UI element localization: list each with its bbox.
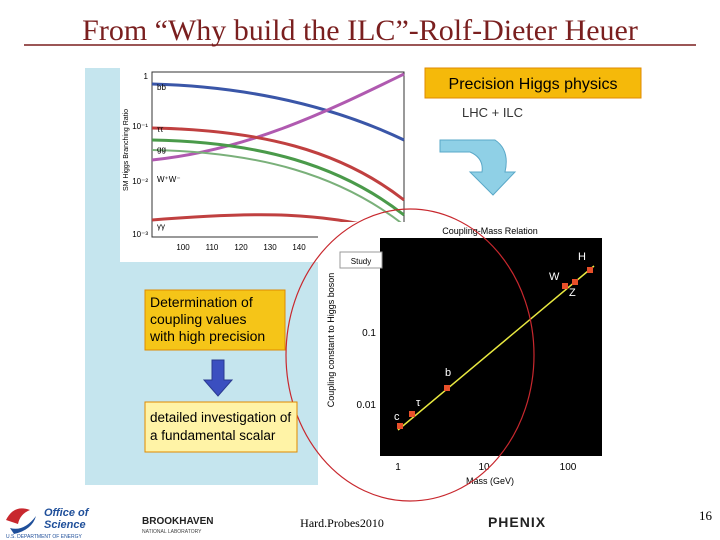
- channel-label: W⁺W⁻: [157, 175, 181, 184]
- plot-frame: [151, 71, 405, 238]
- particle-marker: [572, 279, 578, 285]
- y-tick-label: 0.01: [357, 400, 377, 411]
- branching-ratio-plot: SM Higgs Branching Ratio 1 10⁻¹ 10⁻² 10⁻³ 1…: [120, 68, 412, 262]
- x-tick-label: 10: [478, 462, 490, 473]
- fit-line: [397, 265, 595, 431]
- slide-title: From “Why build the ILC”-Rolf-Dieter Heu…: [82, 14, 638, 47]
- machines-text: LHC + ILC: [462, 105, 523, 120]
- curve: [151, 82, 405, 142]
- study-box: [339, 251, 383, 269]
- curved-arrow: [439, 139, 517, 196]
- channel-label: bb: [157, 83, 166, 92]
- particle-marker: [587, 267, 593, 273]
- lab-text: BROOKHAVEN: [142, 516, 213, 527]
- callout-text: Precision Higgs physics: [449, 76, 618, 93]
- callout-box: [144, 401, 298, 453]
- callout-text: coupling values: [150, 311, 247, 327]
- callout-text: detailed investigation of: [150, 410, 291, 425]
- particle-label: b: [445, 367, 451, 379]
- highlight-ellipse: [285, 208, 535, 502]
- x-tick-label: 100: [176, 243, 190, 252]
- channel-label: gg: [157, 145, 166, 154]
- coupling-plot: Coupling-Mass Relation Study Coupling co…: [318, 222, 608, 490]
- particle-marker: [444, 385, 450, 391]
- channel-label: γγ: [157, 222, 165, 231]
- x-tick-label: 140: [292, 243, 306, 252]
- x-tick-label: 110: [206, 243, 219, 252]
- curve: [151, 138, 405, 217]
- page-number: 16: [699, 508, 713, 523]
- particle-label: H: [578, 251, 586, 263]
- particle-marker: [562, 283, 568, 289]
- y-axis-label: Coupling constant to Higgs boson: [326, 273, 336, 408]
- study-label: Study: [351, 257, 371, 266]
- callout-text: a fundamental scalar: [150, 428, 276, 443]
- y-tick-label: 10⁻¹: [132, 122, 148, 131]
- callout-text: with high precision: [149, 328, 265, 344]
- y-tick-label: 10⁻²: [132, 177, 148, 186]
- y-axis-label: SM Higgs Branching Ratio: [123, 109, 130, 191]
- particle-marker: [409, 411, 415, 417]
- particle-marker: [397, 423, 403, 429]
- particle-label: W: [549, 271, 560, 283]
- callout-text: Determination of: [150, 294, 253, 310]
- down-arrow: [202, 359, 234, 397]
- x-tick-label: 1: [395, 462, 401, 473]
- department-text: U.S. DEPARTMENT OF ENERGY: [6, 534, 83, 540]
- callout-box: [424, 67, 642, 99]
- curve: [151, 149, 405, 226]
- channel-label: ττ: [157, 125, 164, 134]
- y-tick-label: 10⁻³: [132, 230, 148, 239]
- lab-sub-text: NATIONAL LABORATORY: [142, 529, 202, 535]
- plot-area: [380, 238, 602, 456]
- y-tick-label: 1: [144, 72, 149, 81]
- x-tick-label: 130: [263, 243, 277, 252]
- office-text: Office of: [44, 507, 90, 519]
- plot-title: Coupling-Mass Relation: [442, 226, 538, 236]
- conference-text: Hard.Probes2010: [300, 516, 384, 530]
- particle-label: c: [394, 411, 400, 423]
- x-tick-label: 100: [560, 462, 577, 473]
- doe-logo: [6, 508, 30, 524]
- curve: [151, 72, 405, 162]
- doe-logo: [10, 516, 36, 534]
- particle-label: τ: [416, 397, 421, 409]
- x-axis-label: Mass (GeV): [466, 476, 514, 486]
- experiment-text: PHENIX: [488, 514, 546, 530]
- curve: [151, 126, 405, 202]
- particle-label: Z: [569, 287, 576, 299]
- x-tick-label: 120: [234, 243, 248, 252]
- y-tick-label: 0.1: [362, 328, 376, 339]
- callout-box: [144, 289, 286, 351]
- office-text: Science: [44, 519, 86, 531]
